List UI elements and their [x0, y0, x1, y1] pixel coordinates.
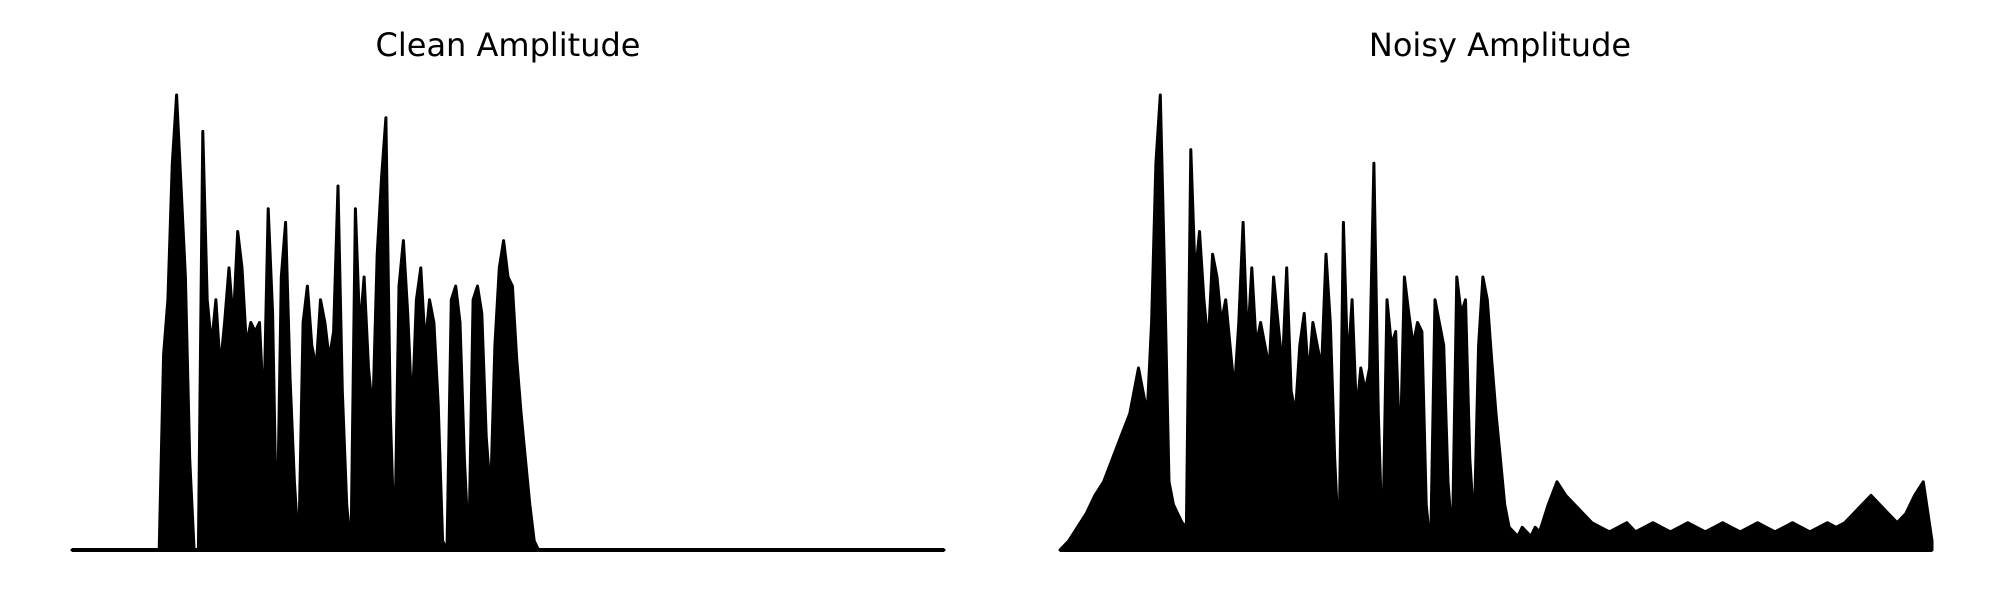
noisy-amplitude-envelope [1058, 93, 1934, 552]
clean-amplitude-envelope [70, 93, 946, 552]
clean-amplitude-title: Clean Amplitude [375, 26, 641, 64]
clean-amplitude-panel [70, 93, 946, 552]
noisy-amplitude-title: Noisy Amplitude [1368, 26, 1632, 64]
noisy-amplitude-panel [1058, 93, 1934, 552]
